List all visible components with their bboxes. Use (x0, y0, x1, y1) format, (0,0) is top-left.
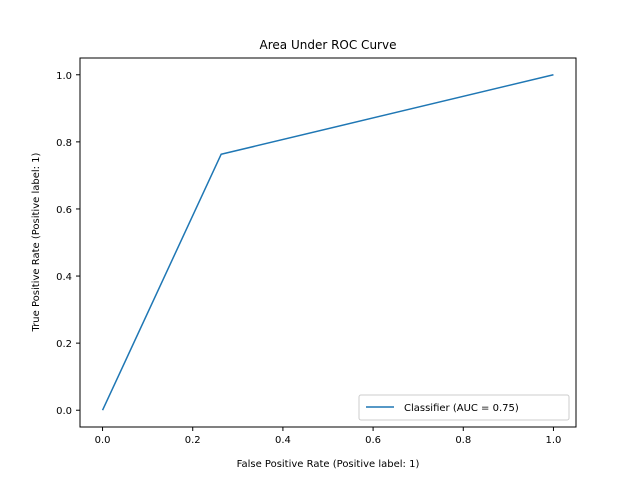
x-tick-label: 0.0 (95, 435, 111, 446)
legend-label-classifier: Classifier (AUC = 0.75) (404, 403, 519, 414)
y-tick-label: 0.6 (56, 205, 72, 216)
y-tick-label: 0.8 (56, 138, 72, 149)
plot-frame (79, 57, 577, 428)
x-tick-label: 0.4 (275, 435, 291, 446)
roc-curve-line (101, 74, 554, 411)
legend-box (358, 394, 570, 421)
y-tick-label: 1.0 (56, 71, 72, 82)
x-axis-ticks: 0.0 0.2 0.4 0.6 0.8 1.0 (95, 427, 562, 446)
y-tick-label: 0.2 (56, 339, 72, 350)
legend: Classifier (AUC = 0.75) (358, 394, 570, 421)
x-tick-label: 1.0 (546, 435, 562, 446)
x-tick-label: 0.8 (455, 435, 471, 446)
y-tick-label: 0.0 (56, 406, 72, 417)
plot-series (101, 74, 554, 411)
y-axis-label: True Positive Rate (Positive label: 1) (31, 152, 42, 332)
chart-title: Area Under ROC Curve (260, 38, 397, 52)
x-tick-label: 0.6 (365, 435, 381, 446)
x-tick-label: 0.2 (185, 435, 201, 446)
y-tick-label: 0.4 (56, 272, 72, 283)
y-axis-ticks: 0.0 0.2 0.4 0.6 0.8 1.0 (56, 71, 80, 417)
x-axis-label: False Positive Rate (Positive label: 1) (237, 459, 420, 470)
